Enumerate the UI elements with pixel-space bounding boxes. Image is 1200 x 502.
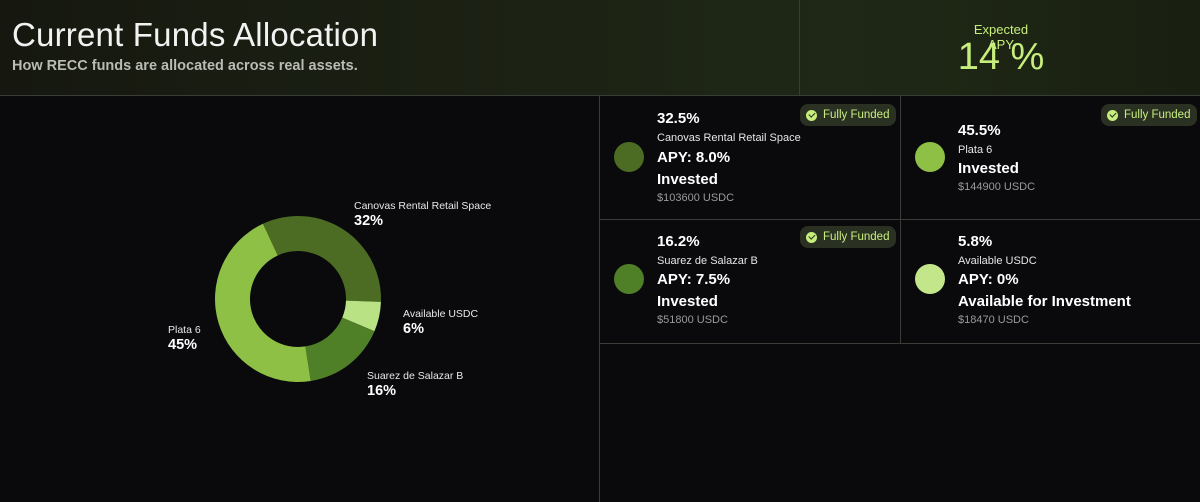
badge-label: Fully Funded xyxy=(823,109,890,121)
asset-name: Canovas Rental Retail Space xyxy=(657,132,801,144)
allocation-card-plata[interactable]: Fully Funded 45.5% Plata 6 Invested $144… xyxy=(901,96,1200,220)
slice-plata[interactable] xyxy=(215,223,311,382)
allocation-color-dot xyxy=(614,142,644,172)
asset-amount: $103600 USDC xyxy=(657,192,735,204)
slice-canovas[interactable] xyxy=(262,216,381,302)
asset-status: Invested xyxy=(657,171,718,188)
chart-label-pct: 32% xyxy=(354,213,384,229)
allocation-color-dot xyxy=(915,264,945,294)
chart-label-name: Suarez de Salazar B xyxy=(367,370,464,382)
fully-funded-badge: Fully Funded xyxy=(800,104,897,126)
asset-apy: APY: 7.5% xyxy=(657,271,731,288)
allocation-percent: 45.5% xyxy=(958,122,1001,139)
allocation-percent: 5.8% xyxy=(958,233,993,250)
expected-apy-value: 14 % xyxy=(957,36,1045,78)
asset-amount: $51800 USDC xyxy=(657,314,728,326)
asset-amount: $18470 USDC xyxy=(958,314,1029,326)
slice-available-usdc[interactable] xyxy=(342,300,381,332)
fully-funded-badge: Fully Funded xyxy=(1101,104,1198,126)
check-circle-icon xyxy=(806,231,817,243)
allocation-color-dot xyxy=(915,142,945,172)
header-divider xyxy=(799,0,800,96)
asset-name: Suarez de Salazar B xyxy=(657,255,758,267)
chart-label-pct: 16% xyxy=(367,383,397,399)
asset-amount: $144900 USDC xyxy=(958,181,1036,193)
chart-label-name: Available USDC xyxy=(403,308,479,320)
asset-apy: APY: 0% xyxy=(958,271,1019,288)
allocation-card-suarez[interactable]: Fully Funded 16.2% Suarez de Salazar B A… xyxy=(600,220,901,344)
chart-label-suarez: Suarez de Salazar B 16% xyxy=(367,370,463,399)
check-circle-icon xyxy=(806,109,817,121)
chart-label-pct: 6% xyxy=(403,321,424,337)
chart-label-canovas: Canovas Rental Retail Space 32% xyxy=(354,200,491,229)
allocation-card-canovas[interactable]: Fully Funded 32.5% Canovas Rental Retail… xyxy=(600,96,901,220)
chart-label-pct: 45% xyxy=(168,337,198,353)
allocation-percent: 16.2% xyxy=(657,233,700,250)
asset-status: Invested xyxy=(958,160,1019,177)
chart-label-plata: Plata 6 45% xyxy=(168,324,201,353)
badge-label: Fully Funded xyxy=(1124,109,1191,121)
check-circle-icon xyxy=(1107,109,1118,121)
page-subtitle: How RECC funds are allocated across real… xyxy=(12,58,358,74)
page-title: Current Funds Allocation xyxy=(12,16,379,53)
expected-apy-label: Expected APY xyxy=(973,22,1029,52)
asset-status: Available for Investment xyxy=(958,293,1131,310)
slice-suarez[interactable] xyxy=(305,317,375,382)
allocation-donut-chart xyxy=(215,216,381,382)
page-header: Current Funds Allocation How RECC funds … xyxy=(0,0,1200,96)
asset-name: Plata 6 xyxy=(958,144,993,156)
allocation-card-available[interactable]: 5.8% Available USDC APY: 0% Available fo… xyxy=(901,220,1200,344)
allocation-percent: 32.5% xyxy=(657,110,700,127)
fully-funded-badge: Fully Funded xyxy=(800,226,897,248)
asset-status: Invested xyxy=(657,293,718,310)
chart-label-available: Available USDC 6% xyxy=(403,308,478,337)
allocation-cards: Fully Funded 32.5% Canovas Rental Retail… xyxy=(600,96,1200,344)
badge-label: Fully Funded xyxy=(823,231,890,243)
chart-label-name: Plata 6 xyxy=(168,324,201,336)
allocation-color-dot xyxy=(614,264,644,294)
allocation-chart-panel: Canovas Rental Retail Space 32% Availabl… xyxy=(0,96,600,502)
chart-label-name: Canovas Rental Retail Space xyxy=(354,200,492,212)
asset-name: Available USDC xyxy=(958,255,1037,267)
asset-apy: APY: 8.0% xyxy=(657,149,731,166)
